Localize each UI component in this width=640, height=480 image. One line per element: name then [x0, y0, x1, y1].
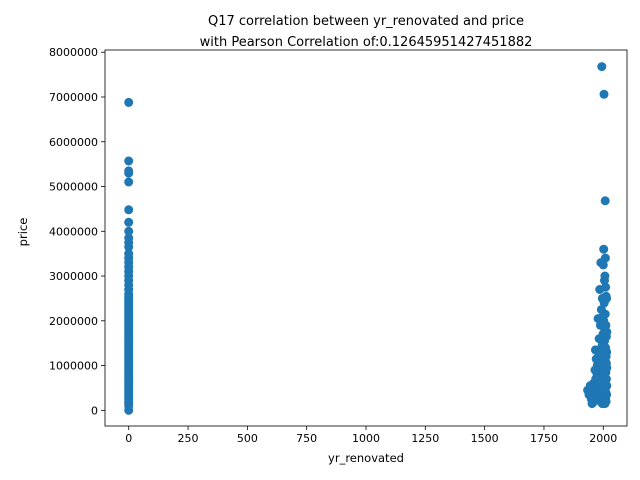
- data-point: [597, 62, 607, 72]
- data-point: [597, 358, 607, 368]
- data-point: [599, 89, 609, 99]
- y-tick-label: 8000000: [49, 46, 98, 59]
- x-tick-label: 2000: [589, 432, 617, 445]
- y-tick-label: 1000000: [49, 360, 98, 373]
- data-point: [124, 233, 134, 243]
- data-point: [600, 253, 610, 263]
- data-point: [601, 282, 611, 292]
- x-tick-label: 1750: [530, 432, 558, 445]
- y-tick-label: 6000000: [49, 136, 98, 149]
- x-tick-label: 1500: [471, 432, 499, 445]
- y-tick-label: 2000000: [49, 315, 98, 328]
- plot-area-frame: [104, 49, 628, 427]
- x-tick-label: 250: [178, 432, 199, 445]
- data-point: [124, 249, 134, 259]
- y-axis-ticks: 0 1000000 2000000 3000000 4000000 5000000 6000…: [49, 46, 105, 417]
- y-tick-label: 4000000: [49, 225, 98, 238]
- data-point: [601, 320, 611, 330]
- y-tick-label: 7000000: [49, 91, 98, 104]
- data-point: [124, 217, 134, 227]
- data-point: [600, 271, 610, 281]
- data-point: [124, 97, 134, 107]
- chart-title-line2: with Pearson Correlation of:0.1264595142…: [200, 35, 533, 50]
- x-axis-ticks: 0 250 500 750 1000 1250 1500 1750 2000: [125, 426, 617, 445]
- data-point: [600, 309, 610, 319]
- data-point: [124, 156, 134, 166]
- x-tick-label: 1250: [411, 432, 439, 445]
- y-axis-label: price: [16, 218, 30, 247]
- data-point: [600, 196, 610, 206]
- y-tick-label: 3000000: [49, 270, 98, 283]
- data-point: [597, 379, 607, 388]
- data-point: [597, 390, 607, 400]
- data-point: [124, 205, 134, 215]
- data-point: [602, 293, 612, 303]
- data-point: [599, 244, 609, 254]
- data-points: [124, 62, 612, 415]
- data-point: [598, 260, 608, 270]
- x-axis-label: yr_renovated: [328, 451, 404, 465]
- x-tick-label: 1000: [352, 432, 380, 445]
- data-point: [602, 327, 612, 337]
- x-tick-label: 750: [296, 432, 317, 445]
- y-tick-label: 5000000: [49, 181, 98, 194]
- data-point: [124, 226, 134, 236]
- y-tick-label: 0: [91, 404, 98, 417]
- x-tick-label: 0: [125, 432, 132, 445]
- data-point: [598, 347, 608, 357]
- data-point: [124, 166, 134, 176]
- data-point: [124, 177, 134, 187]
- chart-title-line1: Q17 correlation between yr_renovated and…: [208, 14, 524, 29]
- x-tick-label: 500: [237, 432, 258, 445]
